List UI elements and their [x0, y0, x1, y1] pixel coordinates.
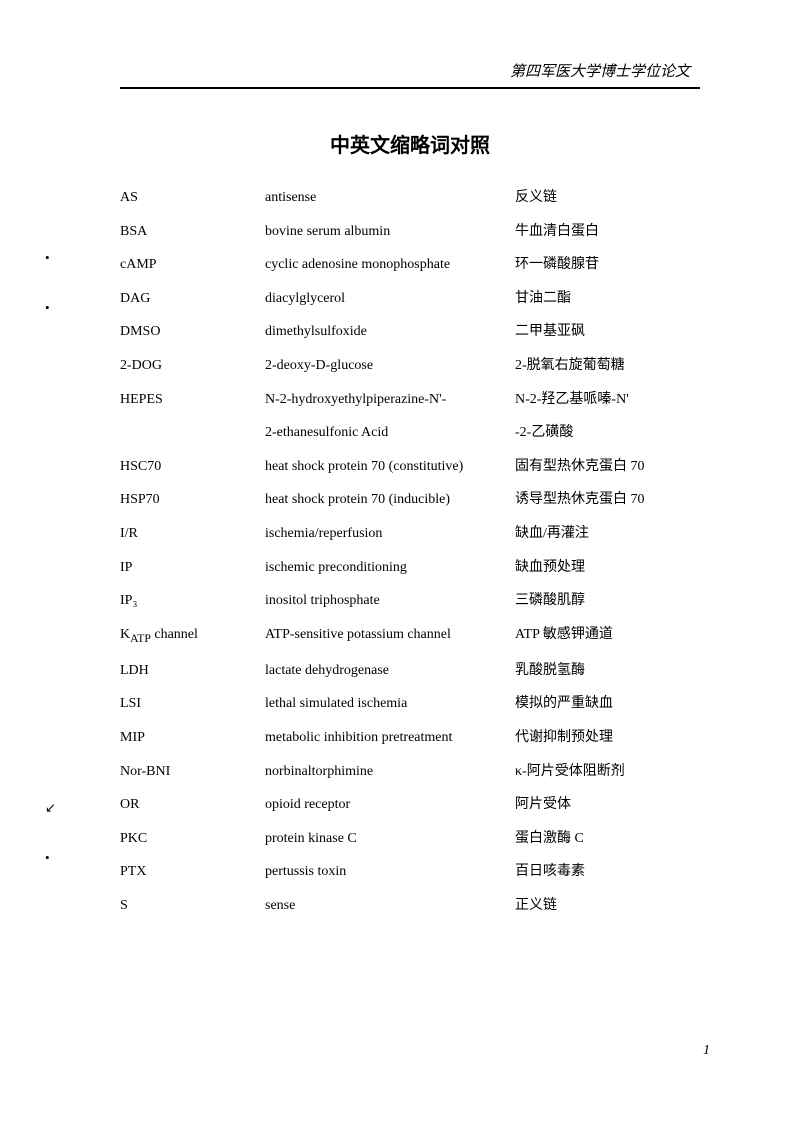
- chinese-cell: 诱导型热休克蛋白 70: [515, 490, 700, 510]
- english-cell: sense: [265, 896, 515, 916]
- table-row: LDHlactate dehydrogenase乳酸脱氢酶: [120, 661, 700, 681]
- chinese-cell: 牛血清白蛋白: [515, 222, 700, 242]
- table-row: PTXpertussis toxin百日咳毒素: [120, 862, 700, 882]
- page-title: 中英文缩略词对照: [120, 129, 700, 158]
- english-cell: ischemic preconditioning: [265, 558, 515, 578]
- margin-mark: ↙: [45, 800, 56, 816]
- abbr-cell: MIP: [120, 728, 265, 748]
- table-row: ASantisense反义链: [120, 188, 700, 208]
- english-cell: ischemia/reperfusion: [265, 524, 515, 544]
- table-row: HSP70heat shock protein 70 (inducible)诱导…: [120, 490, 700, 510]
- english-cell: dimethylsulfoxide: [265, 322, 515, 342]
- chinese-cell: 模拟的严重缺血: [515, 694, 700, 714]
- chinese-cell: 二甲基亚砜: [515, 322, 700, 342]
- chinese-cell: 缺血预处理: [515, 558, 700, 578]
- abbr-cell: DMSO: [120, 322, 265, 342]
- chinese-cell: 反义链: [515, 188, 700, 208]
- table-row: Nor-BNInorbinaltorphimineκ-阿片受体阻断剂: [120, 762, 700, 782]
- english-cell: pertussis toxin: [265, 862, 515, 882]
- page-content: 第四军医大学博士学位论文 中英文缩略词对照 ASantisense反义链 BSAb…: [0, 0, 800, 970]
- english-cell: metabolic inhibition pretreatment: [265, 728, 515, 748]
- chinese-cell: 固有型热休克蛋白 70: [515, 457, 700, 477]
- table-row: Ssense正义链: [120, 896, 700, 916]
- chinese-cell: 阿片受体: [515, 795, 700, 815]
- chinese-cell: N-2-羟乙基哌嗪-N': [515, 390, 700, 410]
- english-cell: heat shock protein 70 (constitutive): [265, 457, 515, 477]
- abbr-cell: HSP70: [120, 490, 265, 510]
- english-cell: N-2-hydroxyethylpiperazine-N'-: [265, 390, 515, 410]
- english-cell: cyclic adenosine monophosphate: [265, 255, 515, 275]
- english-cell: norbinaltorphimine: [265, 762, 515, 782]
- table-row: LSIlethal simulated ischemia模拟的严重缺血: [120, 694, 700, 714]
- chinese-cell: -2-乙磺酸: [515, 423, 700, 443]
- chinese-cell: 缺血/再灌注: [515, 524, 700, 544]
- chinese-cell: 蛋白激酶 C: [515, 829, 700, 849]
- abbr-cell: OR: [120, 795, 265, 815]
- table-row: MIPmetabolic inhibition pretreatment代谢抑制…: [120, 728, 700, 748]
- table-row: KATP channelATP-sensitive potassium chan…: [120, 625, 700, 647]
- english-cell: opioid receptor: [265, 795, 515, 815]
- english-cell: bovine serum albumin: [265, 222, 515, 242]
- english-cell: inositol triphosphate: [265, 591, 515, 611]
- table-row: DAGdiacylglycerol甘油二酯: [120, 289, 700, 309]
- english-cell: diacylglycerol: [265, 289, 515, 309]
- abbr-cell: AS: [120, 188, 265, 208]
- english-cell: ATP-sensitive potassium channel: [265, 625, 515, 645]
- abbr-cell: DAG: [120, 289, 265, 309]
- table-row: 2-ethanesulfonic Acid-2-乙磺酸: [120, 423, 700, 443]
- abbr-cell: BSA: [120, 222, 265, 242]
- abbr-cell: I/R: [120, 524, 265, 544]
- abbr-cell: KATP channel: [120, 625, 265, 647]
- abbr-cell: IP₃: [120, 591, 265, 611]
- chinese-cell: 乳酸脱氢酶: [515, 661, 700, 681]
- abbr-cell: LSI: [120, 694, 265, 714]
- table-row: I/Rischemia/reperfusion缺血/再灌注: [120, 524, 700, 544]
- abbr-cell: LDH: [120, 661, 265, 681]
- page-header: 第四军医大学博士学位论文: [120, 60, 700, 89]
- abbr-cell: IP: [120, 558, 265, 578]
- table-row: HEPESN-2-hydroxyethylpiperazine-N'-N-2-羟…: [120, 390, 700, 410]
- chinese-cell: 甘油二酯: [515, 289, 700, 309]
- abbr-cell: 2-DOG: [120, 356, 265, 376]
- abbreviation-table: ASantisense反义链 BSAbovine serum albumin牛血清…: [120, 188, 700, 916]
- margin-mark: •: [45, 250, 50, 266]
- abbr-cell: HSC70: [120, 457, 265, 477]
- chinese-cell: ATP 敏感钾通道: [515, 625, 700, 645]
- abbr-cell: HEPES: [120, 390, 265, 410]
- english-cell: protein kinase C: [265, 829, 515, 849]
- abbr-cell: PKC: [120, 829, 265, 849]
- page-number: 1: [703, 1043, 710, 1059]
- abbr-cell: PTX: [120, 862, 265, 882]
- table-row: cAMPcyclic adenosine monophosphate环一磷酸腺苷: [120, 255, 700, 275]
- table-row: PKCprotein kinase C蛋白激酶 C: [120, 829, 700, 849]
- english-cell: lactate dehydrogenase: [265, 661, 515, 681]
- english-cell: heat shock protein 70 (inducible): [265, 490, 515, 510]
- english-cell: 2-deoxy-D-glucose: [265, 356, 515, 376]
- english-cell: antisense: [265, 188, 515, 208]
- abbr-cell: Nor-BNI: [120, 762, 265, 782]
- chinese-cell: 代谢抑制预处理: [515, 728, 700, 748]
- table-row: IP₃inositol triphosphate三磷酸肌醇: [120, 591, 700, 611]
- table-row: IPischemic preconditioning缺血预处理: [120, 558, 700, 578]
- chinese-cell: 百日咳毒素: [515, 862, 700, 882]
- margin-mark: •: [45, 850, 50, 866]
- chinese-cell: 三磷酸肌醇: [515, 591, 700, 611]
- abbr-cell: cAMP: [120, 255, 265, 275]
- english-cell: 2-ethanesulfonic Acid: [265, 423, 515, 443]
- chinese-cell: 正义链: [515, 896, 700, 916]
- table-row: BSAbovine serum albumin牛血清白蛋白: [120, 222, 700, 242]
- english-cell: lethal simulated ischemia: [265, 694, 515, 714]
- chinese-cell: κ-阿片受体阻断剂: [515, 762, 700, 782]
- table-row: HSC70heat shock protein 70 (constitutive…: [120, 457, 700, 477]
- table-row: 2-DOG2-deoxy-D-glucose2-脱氧右旋葡萄糖: [120, 356, 700, 376]
- margin-mark: •: [45, 300, 50, 316]
- chinese-cell: 环一磷酸腺苷: [515, 255, 700, 275]
- abbr-cell: S: [120, 896, 265, 916]
- table-row: DMSOdimethylsulfoxide二甲基亚砜: [120, 322, 700, 342]
- table-row: ORopioid receptor阿片受体: [120, 795, 700, 815]
- chinese-cell: 2-脱氧右旋葡萄糖: [515, 356, 700, 376]
